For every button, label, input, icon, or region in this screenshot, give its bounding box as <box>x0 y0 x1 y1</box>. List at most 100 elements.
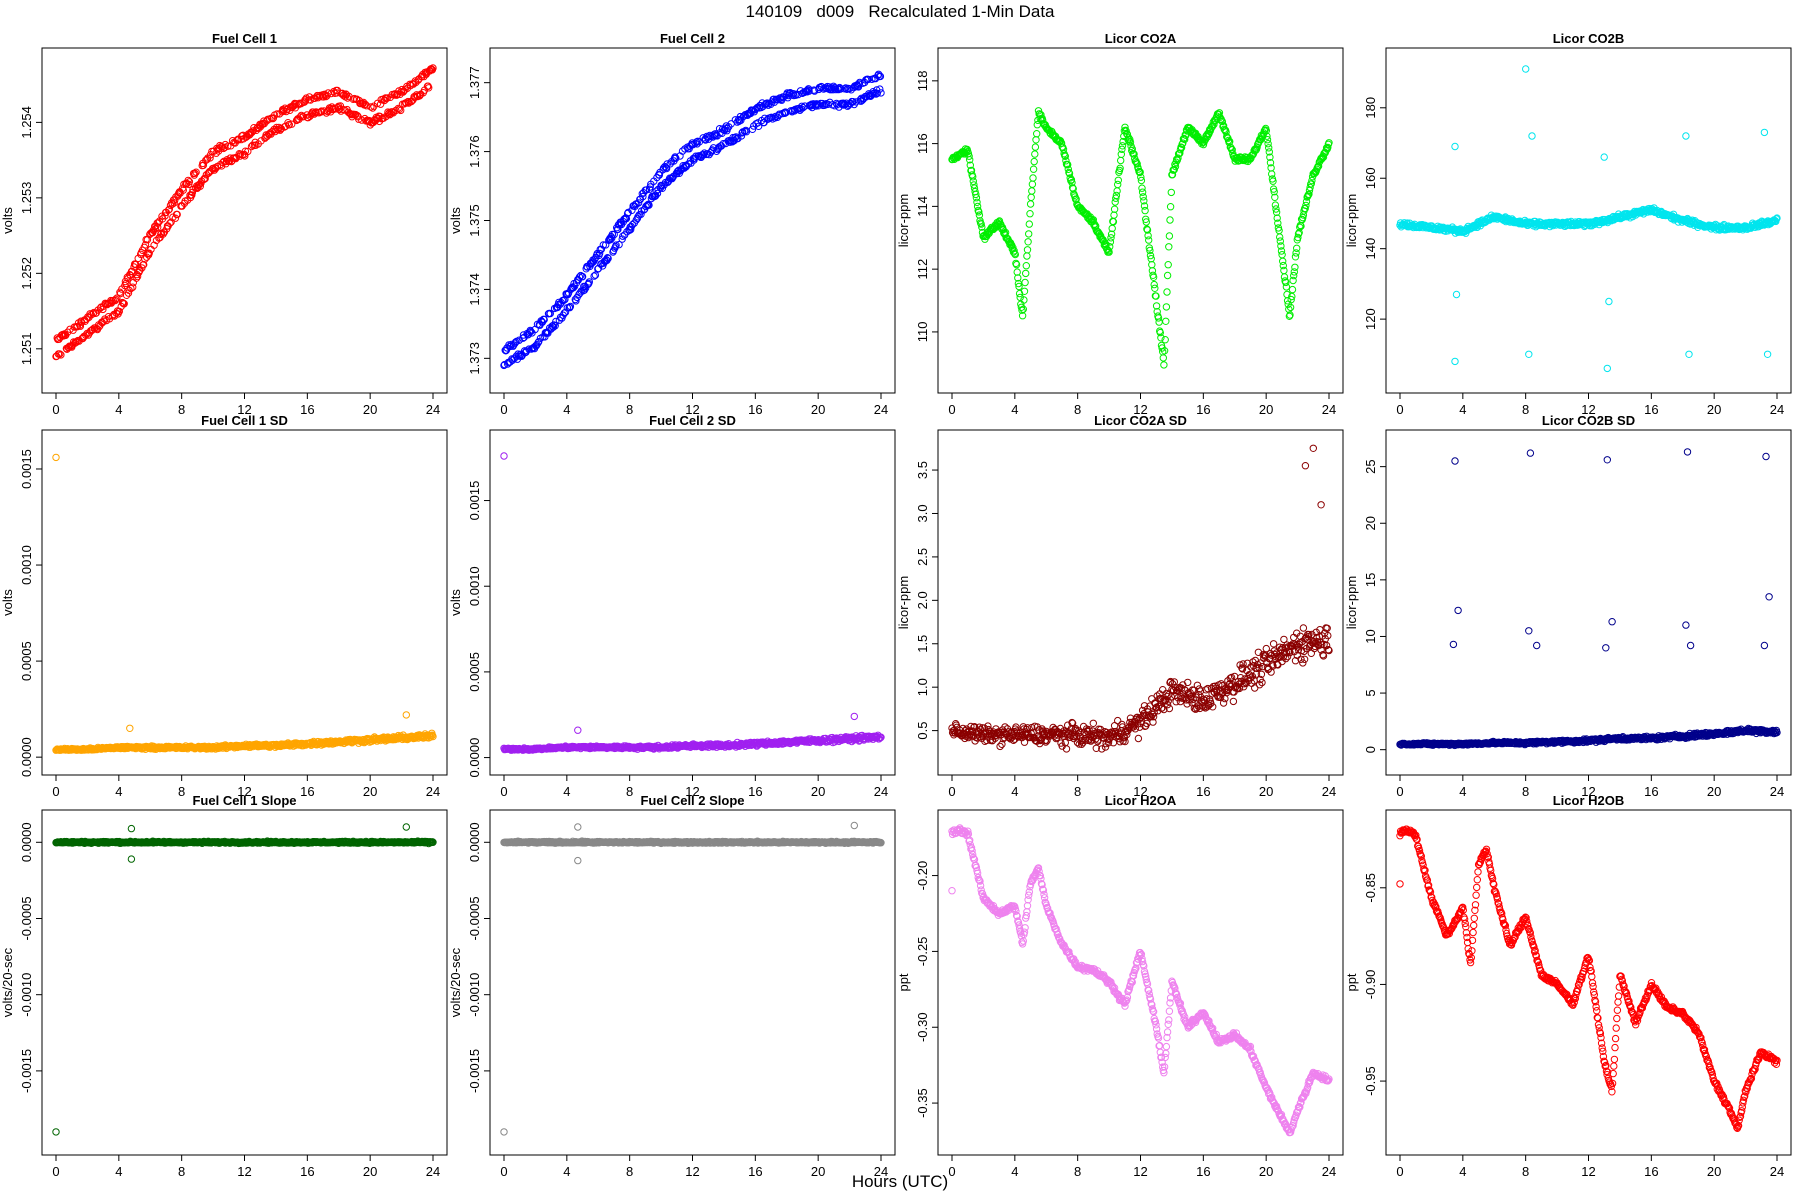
data-point <box>1033 130 1041 138</box>
y-tick-label: 1.373 <box>467 342 482 375</box>
data-point <box>625 226 634 234</box>
data-point <box>672 154 680 162</box>
x-tick-label: 16 <box>1196 402 1210 417</box>
data-point <box>1167 188 1176 197</box>
data-point <box>1155 318 1163 326</box>
x-tick-label: 16 <box>1196 784 1210 799</box>
data-point <box>597 245 606 254</box>
outlier-point <box>850 712 858 721</box>
data-point <box>1134 734 1143 743</box>
data-point <box>810 87 819 95</box>
outlier-point <box>1600 153 1608 161</box>
data-point <box>120 300 128 308</box>
data-point <box>604 254 612 263</box>
data-point <box>1022 262 1031 270</box>
y-axis-label: volts <box>0 207 15 234</box>
data-point <box>751 105 760 113</box>
x-tick-label: 20 <box>1259 784 1273 799</box>
data-point <box>580 286 589 294</box>
data-point <box>1110 211 1118 219</box>
x-tick-label: 24 <box>874 402 888 417</box>
x-tick-label: 16 <box>748 784 762 799</box>
x-tick-label: 20 <box>811 784 825 799</box>
plot-frame <box>489 47 896 394</box>
data-point <box>82 331 90 339</box>
data-point <box>619 232 627 240</box>
data-point <box>546 309 554 318</box>
data-point <box>1164 261 1172 269</box>
data-point <box>1113 187 1121 195</box>
data-point <box>273 110 281 118</box>
data-point <box>241 147 250 155</box>
data-point <box>639 192 647 201</box>
data-point <box>1109 739 1118 747</box>
data-point <box>662 164 671 173</box>
data-point <box>615 240 623 249</box>
data-point <box>653 189 662 198</box>
data-point <box>244 147 252 156</box>
data-point <box>1028 187 1036 195</box>
plot-title: Licor CO2B SD <box>1542 413 1635 428</box>
data-point <box>224 142 232 150</box>
x-tick-label: 0 <box>948 784 955 799</box>
data-point <box>566 302 575 311</box>
data-point <box>602 256 610 264</box>
y-tick-label: 180 <box>1363 97 1378 119</box>
y-tick-label: 1.252 <box>19 257 34 290</box>
x-tick-label: 0 <box>500 784 507 799</box>
data-point <box>671 153 679 161</box>
y-tick-label: 3.5 <box>915 461 930 479</box>
data-point <box>115 307 124 316</box>
data-point <box>184 176 192 185</box>
data-point <box>367 103 375 111</box>
x-tick-label: 8 <box>626 402 633 417</box>
outlier-point <box>52 453 60 462</box>
data-point <box>1026 210 1034 218</box>
x-tick-label: 4 <box>1011 784 1018 799</box>
data-point <box>191 169 199 178</box>
data-point <box>556 300 564 309</box>
x-tick-label: 0 <box>1396 402 1403 417</box>
x-tick-label: 20 <box>1259 402 1273 417</box>
data-point <box>1293 244 1301 253</box>
data-point <box>624 208 632 217</box>
y-tick-label: 5 <box>1363 689 1378 696</box>
x-tick-label: 8 <box>1522 784 1529 799</box>
plot-frame <box>489 429 896 776</box>
y-tick-label: 112 <box>915 259 930 280</box>
y-tick-label: 118 <box>915 70 930 91</box>
data-point <box>392 106 400 115</box>
plot-title: Fuel Cell 2 SD <box>649 413 736 428</box>
data-point <box>508 356 517 364</box>
data-point <box>1163 288 1171 296</box>
data-point <box>310 110 318 118</box>
data-point <box>1291 263 1299 271</box>
y-axis-label: volts <box>448 589 463 616</box>
data-point <box>591 271 600 279</box>
plot-title: Fuel Cell 2 <box>660 31 725 46</box>
data-point <box>129 278 138 287</box>
data-point <box>257 137 265 145</box>
data-point <box>618 235 626 243</box>
y-tick-label: 1.5 <box>915 635 930 653</box>
data-point <box>168 200 177 208</box>
data-point <box>663 160 671 168</box>
data-point <box>1165 232 1174 240</box>
data-point <box>628 220 637 229</box>
data-point <box>201 174 209 183</box>
x-tick-label: 24 <box>426 402 440 417</box>
x-tick-label: 4 <box>1459 784 1466 799</box>
x-tick-label: 20 <box>363 784 377 799</box>
x-tick-label: 8 <box>1522 402 1529 417</box>
y-tick-label: 1.376 <box>467 135 482 168</box>
data-point <box>699 134 707 142</box>
y-tick-label: 1.375 <box>467 204 482 237</box>
outlier-point <box>1317 501 1325 509</box>
data-point <box>143 253 151 261</box>
x-tick-label: 24 <box>1770 402 1784 417</box>
y-tick-label: 1.254 <box>19 106 34 139</box>
data-point <box>1162 317 1170 325</box>
x-tick-label: 16 <box>300 402 314 417</box>
data-point <box>57 351 65 359</box>
